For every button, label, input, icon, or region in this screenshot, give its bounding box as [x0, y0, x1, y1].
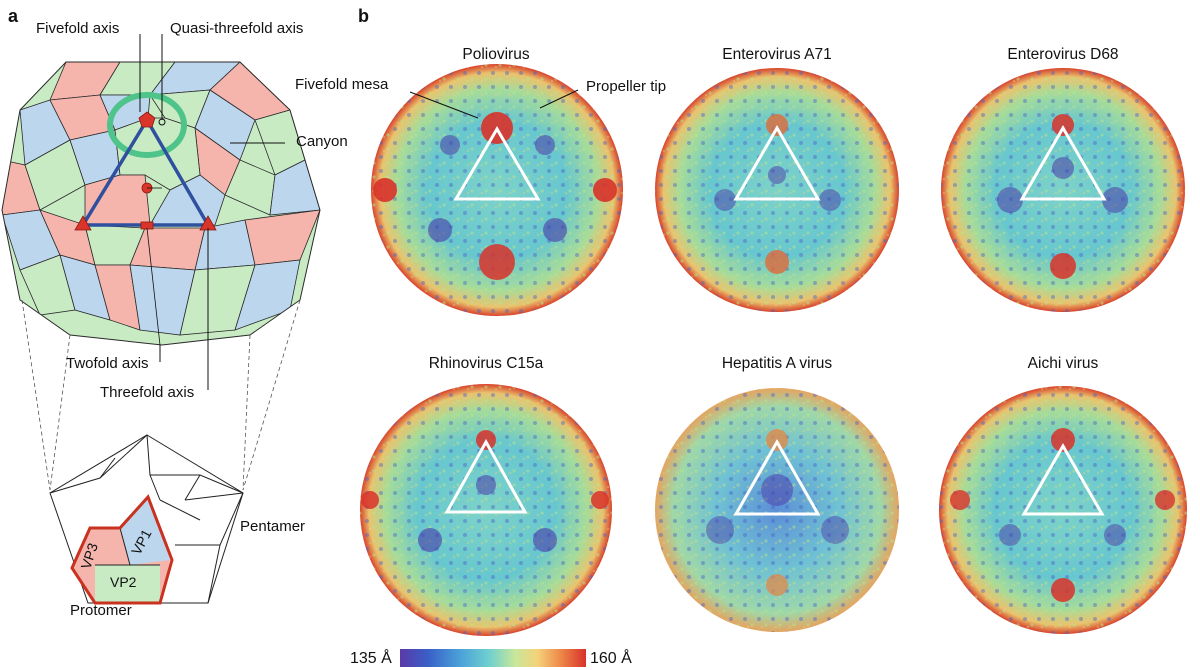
virus-title-poliovirus: Poliovirus — [462, 46, 530, 63]
virus-title-enterovirus-d68: Enterovirus D68 — [1007, 46, 1119, 63]
threefold-marker-left-icon — [74, 215, 92, 231]
hepatitis-a-virus-map — [655, 388, 899, 632]
fivefold-marker-icon — [138, 111, 156, 128]
virus-title-enterovirus-a71: Enterovirus A71 — [722, 46, 832, 63]
virus-title-aichi-virus: Aichi virus — [1027, 355, 1099, 372]
panel-b-letter: b — [358, 6, 369, 26]
enterovirus-d68-map — [941, 68, 1185, 312]
twofold-marker-icon — [140, 221, 154, 230]
protomer-label: Protomer — [70, 602, 132, 619]
aichi-virus-map — [939, 386, 1187, 634]
capsid-body — [2, 62, 320, 345]
canyon-ring — [107, 92, 187, 158]
fivefold-axis-label: Fivefold axis — [36, 20, 120, 37]
panel-a-letter: a — [8, 6, 19, 26]
fivefold-mesa-label: Fivefold mesa — [295, 76, 389, 93]
scale-min-label: 135 Å — [350, 650, 392, 667]
canyon-label: Canyon — [296, 133, 348, 150]
virus-title-hepatitis-a-virus: Hepatitis A virus — [721, 355, 833, 372]
poliovirus-map — [371, 64, 623, 316]
pentamer-label: Pentamer — [240, 518, 306, 535]
enterovirus-a71-map — [655, 68, 899, 312]
rhinovirus-c15a-map — [360, 384, 612, 636]
capsid-diagram — [1, 34, 321, 605]
vp2-label: VP2 — [110, 574, 137, 590]
virus-title-rhinovirus-c15a: Rhinovirus C15a — [428, 355, 544, 372]
threefold-axis-label: Threefold axis — [100, 384, 195, 401]
twofold-axis-label: Twofold axis — [66, 355, 149, 372]
propeller-tip-label: Propeller tip — [586, 78, 667, 95]
scale-max-label: 160 Å — [590, 650, 632, 667]
radius-colorbar — [400, 649, 586, 667]
protomer — [70, 494, 174, 605]
quasi-threefold-axis-label: Quasi-threefold axis — [170, 20, 304, 37]
